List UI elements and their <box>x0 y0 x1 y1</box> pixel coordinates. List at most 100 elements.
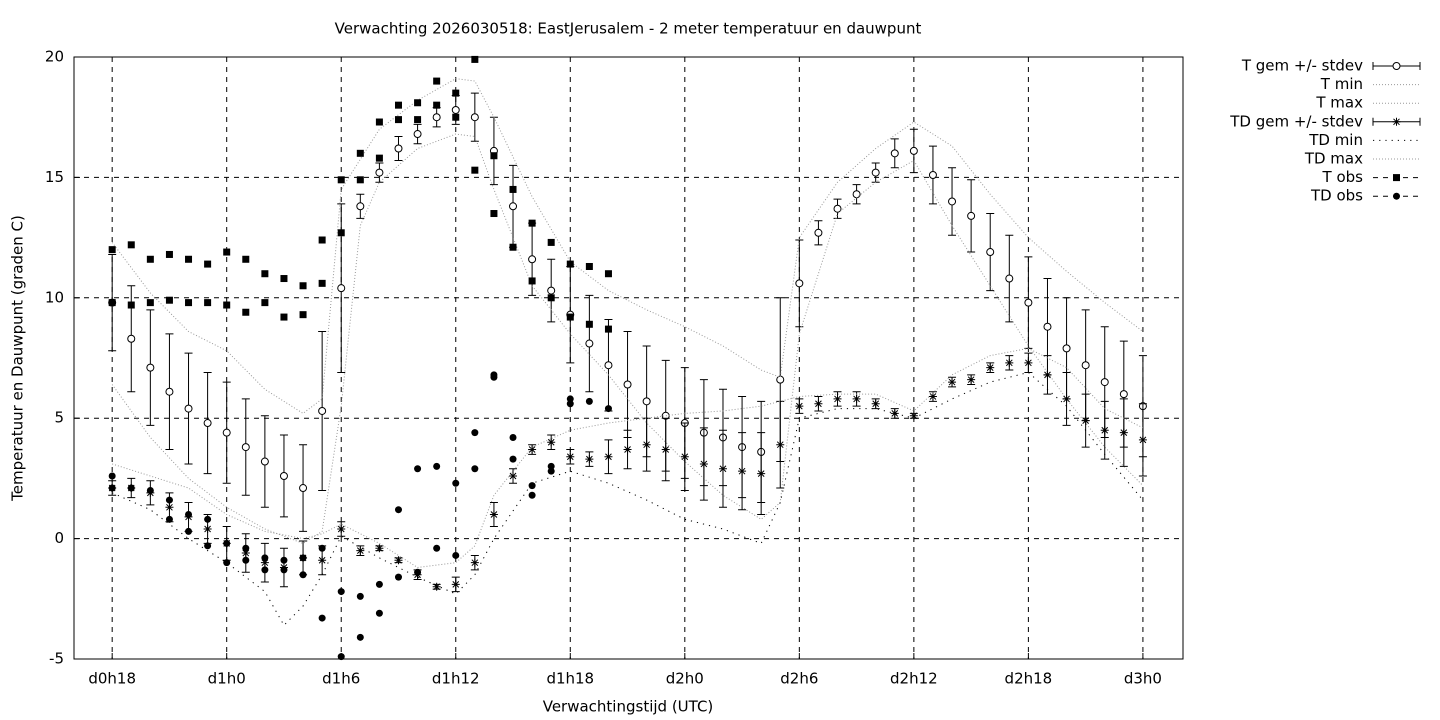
marker <box>528 277 536 285</box>
marker <box>223 301 231 309</box>
marker <box>452 113 460 121</box>
marker <box>299 484 308 493</box>
marker <box>1024 298 1033 307</box>
x-axis-label: Verwachtingstijd (UTC) <box>543 698 714 716</box>
marker <box>165 496 173 504</box>
marker <box>203 419 212 428</box>
marker <box>337 229 345 237</box>
marker <box>604 325 612 333</box>
marker <box>394 101 402 109</box>
marker <box>909 411 918 420</box>
y-tick-label: 10 <box>45 288 64 306</box>
marker <box>108 484 116 492</box>
marker <box>490 210 498 218</box>
marker <box>433 77 441 85</box>
marker <box>127 241 135 249</box>
marker <box>1081 416 1090 425</box>
legend-marker <box>1393 192 1400 200</box>
marker <box>661 445 670 454</box>
marker <box>375 168 384 177</box>
marker <box>394 116 402 124</box>
marker <box>184 404 193 413</box>
marker <box>260 558 269 567</box>
marker <box>604 405 612 413</box>
marker <box>489 510 498 519</box>
marker <box>185 299 193 307</box>
marker <box>413 130 422 139</box>
marker <box>375 609 383 617</box>
marker <box>185 527 193 535</box>
marker <box>279 471 288 480</box>
x-tick-label: d2h0 <box>666 670 704 688</box>
marker <box>127 334 136 343</box>
marker <box>509 433 517 441</box>
marker <box>127 484 135 492</box>
marker <box>890 149 899 158</box>
marker <box>471 55 479 63</box>
marker <box>1062 394 1071 403</box>
marker <box>566 260 574 268</box>
marker <box>547 438 556 447</box>
marker <box>280 275 288 283</box>
marker <box>1005 274 1014 283</box>
marker <box>356 592 364 600</box>
marker <box>394 506 402 514</box>
marker <box>241 443 250 452</box>
marker <box>509 455 517 463</box>
marker <box>585 339 594 348</box>
marker <box>452 89 460 97</box>
marker <box>108 472 116 480</box>
marker <box>585 262 593 270</box>
marker <box>375 580 383 588</box>
marker <box>528 445 537 454</box>
marker <box>414 465 422 473</box>
marker <box>738 467 747 476</box>
marker <box>871 399 880 408</box>
marker <box>452 551 460 559</box>
marker <box>165 250 173 258</box>
marker <box>204 260 212 268</box>
marker <box>242 308 250 316</box>
legend-label: TD max <box>1304 150 1363 168</box>
marker <box>242 556 250 564</box>
range-line <box>112 347 1144 569</box>
marker <box>528 255 537 264</box>
marker <box>318 544 326 552</box>
marker <box>280 313 288 321</box>
marker <box>967 211 976 220</box>
marker <box>948 197 957 206</box>
marker <box>260 457 269 466</box>
y-tick-label: 0 <box>54 529 64 547</box>
marker <box>547 286 556 295</box>
marker <box>1043 370 1052 379</box>
marker <box>1005 358 1014 367</box>
marker <box>165 387 174 396</box>
marker <box>242 255 250 263</box>
marker <box>776 440 785 449</box>
marker <box>261 554 269 562</box>
marker <box>509 471 518 480</box>
marker <box>452 479 460 487</box>
marker <box>146 299 154 307</box>
x-tick-label: d1h18 <box>546 670 594 688</box>
marker <box>394 573 402 581</box>
marker <box>337 653 345 661</box>
marker <box>223 559 231 567</box>
marker <box>108 299 116 307</box>
marker <box>642 397 651 406</box>
y-tick-label: 5 <box>54 409 64 427</box>
marker <box>299 571 307 579</box>
marker <box>604 270 612 278</box>
marker <box>604 361 613 370</box>
marker <box>165 515 173 523</box>
marker <box>547 238 555 246</box>
marker <box>203 524 212 533</box>
marker <box>375 544 384 553</box>
marker <box>414 99 422 107</box>
marker <box>623 380 632 389</box>
marker <box>585 455 594 464</box>
marker <box>471 465 479 473</box>
marker <box>337 284 346 293</box>
marker <box>165 296 173 304</box>
marker <box>490 373 498 381</box>
